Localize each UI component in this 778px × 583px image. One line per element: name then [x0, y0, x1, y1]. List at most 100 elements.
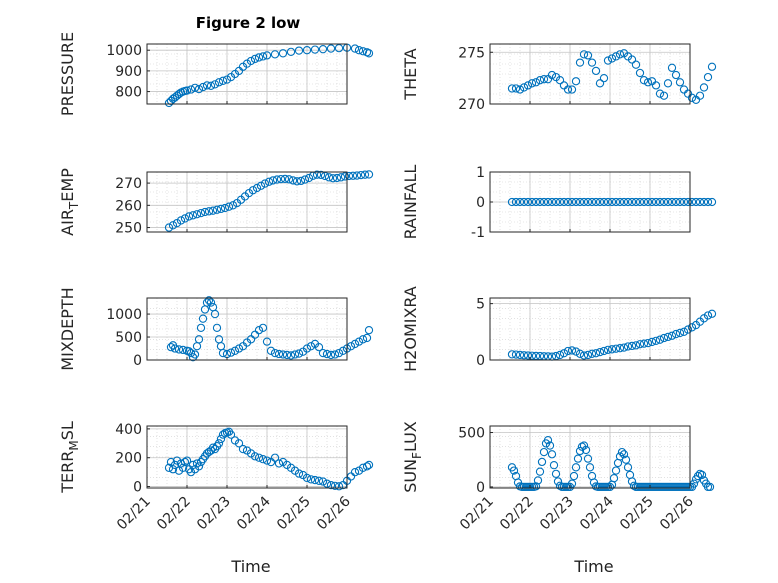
axes-box: [489, 425, 691, 489]
data-point: [270, 453, 280, 462]
data-point: [619, 197, 629, 207]
data-point: [607, 345, 617, 354]
data-point: [611, 344, 621, 353]
data-point: [515, 350, 525, 360]
subplot-4: -1 0 1 RAINFALL: [401, 165, 717, 241]
data-point: [328, 174, 338, 183]
y-axis-label-text: AIR: [58, 209, 77, 236]
data-point: [198, 82, 208, 92]
data-point: [537, 457, 547, 467]
y-tick-label: -1: [471, 225, 485, 241]
data-point: [707, 197, 717, 207]
subplot-7: 0 200 400 02/21 02/22 02/23 02/24 02/25 02/26 TER…: [58, 421, 374, 533]
data-point: [621, 455, 631, 464]
data-point: [234, 344, 244, 353]
data-point: [310, 45, 320, 54]
data-point: [350, 467, 360, 477]
data-point: [312, 170, 322, 179]
data-point: [192, 210, 202, 219]
data-point: [571, 463, 581, 472]
y-axis-label-rest: EMP: [58, 168, 77, 202]
data-point: [607, 197, 617, 207]
data-point: [326, 44, 336, 53]
data-point: [276, 174, 286, 184]
data-point: [216, 204, 226, 214]
y-axis-label-subscript: M: [67, 440, 81, 450]
data-point: [332, 173, 342, 183]
data-point: [659, 197, 669, 207]
data-point: [519, 197, 529, 207]
data-point: [567, 479, 577, 488]
data-point: [539, 75, 549, 84]
data-point: [262, 337, 272, 346]
y-tick-label: 260: [115, 198, 142, 214]
data-point: [224, 202, 234, 211]
y-axis-label: THETA: [401, 48, 420, 100]
data-point: [278, 350, 288, 359]
data-point: [555, 350, 565, 360]
data-point: [334, 482, 344, 491]
y-tick-label: 250: [115, 221, 142, 237]
data-point: [314, 476, 324, 485]
data-point: [527, 197, 537, 207]
data-point: [194, 84, 204, 94]
data-point: [635, 68, 645, 78]
data-point: [655, 89, 665, 98]
data-point: [559, 197, 569, 207]
data-point: [611, 52, 621, 61]
data-point: [519, 351, 529, 360]
data-point: [631, 341, 641, 350]
data-point: [182, 86, 192, 95]
data-point: [615, 344, 625, 353]
y-tick-label: 270: [458, 97, 485, 113]
data-point: [693, 471, 703, 481]
data-point: [531, 482, 541, 491]
data-point: [603, 345, 613, 354]
data-point: [507, 350, 517, 359]
data-point: [703, 72, 713, 82]
data-point: [651, 197, 661, 207]
x-tick-label: 02/21: [457, 494, 497, 534]
data-point: [579, 197, 589, 207]
data-point: [567, 197, 577, 207]
data-point: [344, 171, 354, 181]
data-point: [254, 325, 264, 335]
data-point: [531, 197, 541, 207]
data-point: [254, 53, 264, 62]
data-point: [304, 173, 314, 183]
data-point: [591, 66, 601, 76]
data-point: [302, 46, 312, 55]
data-point: [324, 173, 334, 182]
data-point: [226, 430, 236, 439]
data-point: [262, 51, 272, 60]
y-tick-label: 0: [476, 480, 485, 496]
y-tick-label: 1: [476, 165, 485, 181]
data-point: [571, 197, 581, 207]
y-axis-label-text: SUN: [401, 459, 420, 493]
data-point: [635, 340, 645, 349]
data-point: [547, 70, 557, 80]
y-axis-label: RAINFALL: [401, 165, 420, 240]
data-point: [567, 85, 577, 94]
data-point: [555, 197, 565, 207]
data-point: [603, 56, 613, 65]
subplot-3: 250 260 270 AIRTEMP: [58, 168, 374, 237]
data-point: [671, 70, 681, 80]
data-point: [535, 197, 545, 207]
y-tick-label: 500: [458, 426, 485, 442]
data-point: [523, 81, 533, 90]
x-axis-label-right: Time: [574, 557, 614, 576]
x-tick-label: 02/25: [617, 494, 657, 534]
data-point: [515, 85, 525, 94]
y-tick-label: 400: [115, 422, 142, 438]
y-axis-label-text: PRESSURE: [58, 32, 77, 116]
y-axis-label-rest: LUX: [401, 421, 420, 452]
data-point: [627, 341, 637, 351]
data-point: [310, 475, 320, 485]
data-point: [587, 349, 597, 358]
data-point: [667, 331, 677, 340]
data-point: [595, 79, 605, 88]
data-point: [322, 479, 332, 488]
data-point: [178, 345, 188, 355]
